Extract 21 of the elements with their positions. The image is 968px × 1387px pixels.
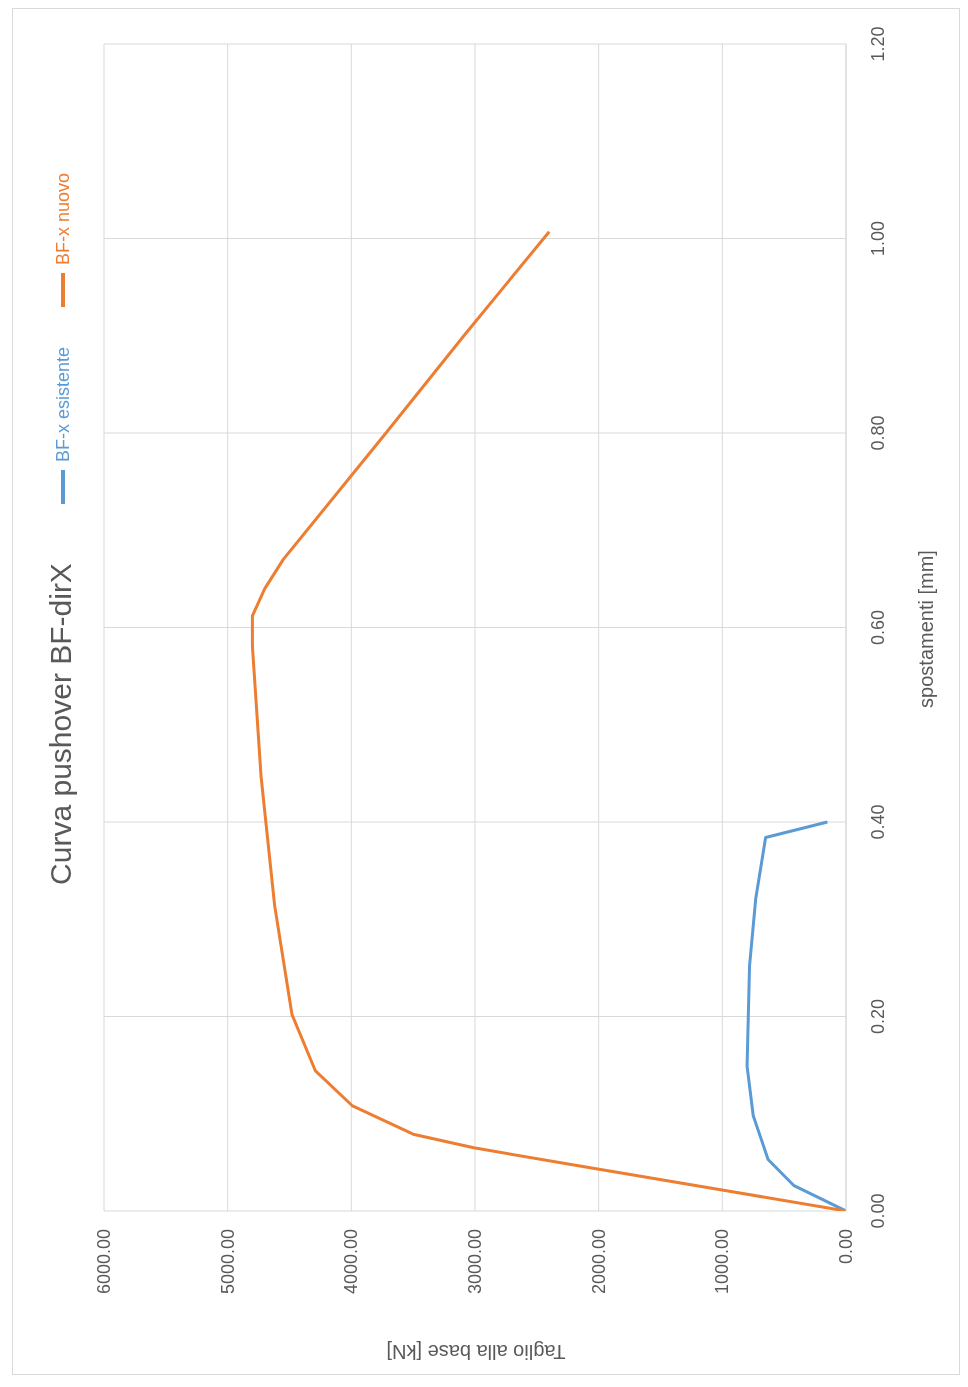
x-tick-label: 5000.00 xyxy=(217,1229,238,1295)
y-tick-label: 1.00 xyxy=(868,220,888,257)
text: Curva pushover BF-dirX xyxy=(43,562,78,887)
x-tick-label: 4000.00 xyxy=(341,1229,362,1295)
x-tick-label: 3000.00 xyxy=(465,1229,485,1295)
text: BF-x esistente xyxy=(52,346,74,462)
y-tick-label: 0.20 xyxy=(868,998,888,1035)
x-tick-label: 6000.00 xyxy=(94,1229,114,1295)
x-tick-label: 0.00 xyxy=(836,1229,856,1265)
y-axis-title: spostamenti [mm] xyxy=(913,549,938,710)
y-tick-label: 0.00 xyxy=(868,1193,888,1229)
y-tick-label: 1.20 xyxy=(868,26,888,62)
x-tick-label: 1000.00 xyxy=(712,1229,733,1295)
x-tick-label: 2000.00 xyxy=(588,1229,609,1295)
text: BF-x nuovo xyxy=(52,172,74,265)
line-series xyxy=(250,230,846,1211)
line-series xyxy=(745,820,846,1211)
y-tick-label: 0.60 xyxy=(868,609,888,646)
x-axis-title: Taglio alla base [kN] xyxy=(385,1340,567,1366)
y-tick-label: 0.40 xyxy=(868,804,888,840)
y-tick-label: 0.80 xyxy=(868,415,888,451)
